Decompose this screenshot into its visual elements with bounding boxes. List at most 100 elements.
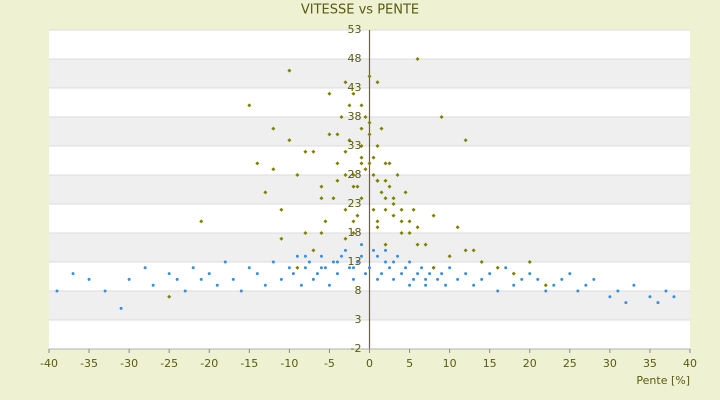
point <box>408 260 412 264</box>
point <box>319 196 324 201</box>
point <box>399 219 404 224</box>
point <box>371 207 376 212</box>
y-tick-label: 3 <box>355 313 362 326</box>
point <box>363 115 368 119</box>
point <box>375 225 380 230</box>
point <box>568 272 572 276</box>
point <box>411 207 416 212</box>
point <box>544 289 548 293</box>
point <box>295 265 300 270</box>
x-tick-label: -40 <box>40 357 58 370</box>
point <box>323 266 327 270</box>
point <box>391 196 396 201</box>
point <box>399 207 404 212</box>
point <box>415 242 420 247</box>
point <box>392 277 396 281</box>
point <box>376 254 380 258</box>
point <box>215 283 219 287</box>
point <box>327 91 332 96</box>
point <box>319 254 323 258</box>
point <box>672 295 676 299</box>
point <box>367 161 372 166</box>
point <box>287 68 292 73</box>
point <box>199 219 204 224</box>
point <box>488 272 492 276</box>
point <box>331 260 335 264</box>
point <box>444 283 448 287</box>
point <box>359 144 364 148</box>
point <box>351 91 356 96</box>
point <box>355 213 360 218</box>
point <box>343 248 347 252</box>
point <box>375 178 380 183</box>
point <box>616 289 620 293</box>
point <box>359 126 364 131</box>
point <box>255 161 260 166</box>
point <box>380 272 384 276</box>
point <box>584 283 588 287</box>
x-tick-label: 15 <box>483 357 497 370</box>
point <box>343 149 348 154</box>
point <box>375 144 380 148</box>
point <box>359 196 364 201</box>
point <box>331 196 336 201</box>
point <box>415 225 420 230</box>
point <box>319 184 324 189</box>
point <box>347 138 352 143</box>
point <box>55 289 59 293</box>
point <box>407 231 412 235</box>
point <box>383 178 388 183</box>
point <box>307 260 311 264</box>
point <box>399 231 404 235</box>
point <box>103 289 107 293</box>
point <box>416 272 420 276</box>
point <box>436 277 440 281</box>
point <box>632 283 636 287</box>
x-tick-label: 5 <box>406 357 413 370</box>
point <box>552 283 556 287</box>
point <box>335 272 339 276</box>
point <box>279 207 284 212</box>
point <box>455 225 460 230</box>
point <box>424 277 428 281</box>
point <box>343 207 348 212</box>
point <box>351 231 356 235</box>
y-tick-label: 28 <box>348 168 362 181</box>
point <box>472 283 476 287</box>
point <box>560 277 564 281</box>
point <box>388 266 392 270</box>
point <box>207 272 211 276</box>
point <box>371 155 376 160</box>
point <box>448 266 452 270</box>
point <box>384 260 388 264</box>
x-tick-label: -25 <box>160 357 178 370</box>
point <box>412 277 416 281</box>
y-tick-label: 8 <box>355 284 362 297</box>
point <box>536 277 540 281</box>
y-tick-label: 43 <box>348 81 362 94</box>
x-tick-label: 20 <box>523 357 537 370</box>
point <box>576 289 580 293</box>
point <box>520 277 524 281</box>
point <box>528 272 532 276</box>
x-tick-label: -20 <box>200 357 218 370</box>
x-tick-label: 25 <box>563 357 577 370</box>
point <box>299 283 303 287</box>
point <box>295 173 300 177</box>
point <box>323 219 328 224</box>
point <box>271 167 276 172</box>
point <box>359 161 364 166</box>
point <box>383 207 388 212</box>
point <box>367 132 372 137</box>
point <box>351 266 355 270</box>
point <box>439 115 444 119</box>
point <box>291 272 295 276</box>
point <box>495 265 500 270</box>
point <box>359 155 364 160</box>
point <box>271 126 276 131</box>
point <box>327 132 332 137</box>
x-tick-label: -10 <box>280 357 298 370</box>
point <box>279 236 284 241</box>
point <box>339 115 344 119</box>
point <box>343 80 348 85</box>
